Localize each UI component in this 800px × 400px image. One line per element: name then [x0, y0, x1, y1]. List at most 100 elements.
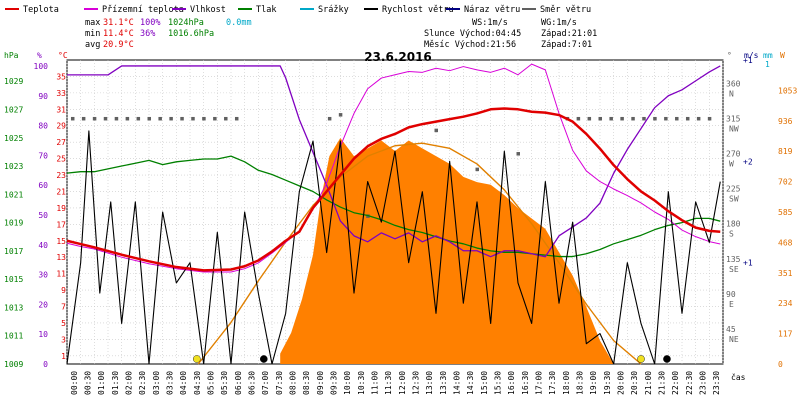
x-tick-label: 12:30	[412, 371, 421, 395]
wind-direction-point	[327, 116, 332, 121]
stats-avg-temp: 20.9°C	[103, 40, 134, 50]
wind-direction-point	[642, 116, 646, 121]
x-tick-label: 08:30	[302, 371, 311, 395]
x-tick-label: 01:00	[97, 371, 106, 395]
press-tick-label: 1015	[4, 275, 23, 284]
x-axis-label: čas	[731, 372, 746, 382]
wind-direction-point	[81, 116, 86, 121]
dir-unit: °	[727, 51, 732, 60]
x-tick-label: 13:00	[425, 371, 434, 395]
temp-tick-label: 19	[56, 204, 66, 213]
wind-direction-point	[434, 128, 438, 133]
hum-tick-label: 30	[38, 271, 48, 280]
x-tick-label: 15:00	[480, 371, 489, 395]
stats-min-temp: 11.4°C	[103, 29, 134, 39]
ground-temperature-line	[66, 63, 721, 273]
stats-max-temp: 31.1°C	[103, 18, 134, 28]
wind-tick-label: +2	[743, 157, 753, 166]
humidity-line	[67, 65, 721, 258]
hum-tick-label: 100	[34, 62, 49, 71]
temp-tick-label: 7	[61, 302, 66, 311]
stats-max-rain: 0.0mm	[226, 18, 252, 28]
info-ws: WS:1m/s	[472, 18, 508, 28]
legend-label: Přízemní teplota	[102, 5, 184, 15]
stats-min-hum: 36%	[140, 29, 155, 39]
press-tick-label: 1021	[4, 190, 23, 199]
wind-direction-point	[707, 116, 712, 121]
dir-tick-label: 90	[726, 290, 736, 299]
dir-tick-label: 270	[726, 150, 741, 159]
wind-direction-point	[136, 116, 141, 121]
rain-unit: mm	[763, 51, 773, 60]
x-tick-label: 05:30	[220, 371, 229, 395]
x-tick-label: 22:30	[685, 371, 694, 395]
dir-tick-label: 135	[726, 255, 741, 264]
hum-tick-label: 60	[38, 181, 48, 190]
chart-title: 23.6.2016	[364, 50, 432, 64]
x-tick-label: 00:30	[84, 371, 93, 395]
hum-tick-label: 20	[38, 300, 48, 309]
x-tick-label: 02:30	[138, 371, 147, 395]
temp-tick-label: 35	[56, 72, 66, 81]
press-tick-label: 1029	[4, 77, 23, 86]
x-tick-label: 10:30	[357, 371, 366, 395]
x-tick-label: 18:00	[562, 371, 571, 395]
wind-direction-point	[576, 116, 581, 121]
press-tick-label: 1023	[4, 162, 23, 171]
stats-block: max 31.1°C 100% 1024hPa 0.0mm min 11.4°C…	[85, 18, 252, 50]
sun-moon-marker	[259, 355, 268, 363]
sun-moon-marker	[193, 355, 201, 363]
temp-tick-label: 29	[56, 122, 66, 131]
temp-tick-label: 33	[56, 89, 66, 98]
wind-direction-point	[475, 167, 479, 172]
x-tick-label: 09:00	[316, 371, 325, 395]
x-tick-label: 05:00	[207, 371, 216, 395]
solar-tick-label: 585	[778, 208, 793, 217]
temp-tick-label: 11	[56, 270, 66, 279]
sun-moon-marker	[663, 355, 671, 363]
wind-direction-point	[653, 116, 657, 121]
wind-direction-point	[180, 116, 184, 121]
wind-direction-point	[234, 116, 239, 121]
dir-tick-compass: N	[729, 89, 734, 98]
hum-unit: %	[37, 51, 42, 60]
x-tick-label: 21:30	[658, 371, 667, 395]
temp-tick-label: 13	[56, 253, 66, 262]
solar-tick-label: 351	[778, 269, 793, 278]
wind-direction-point	[92, 116, 97, 121]
temp-tick-label: 23	[56, 171, 66, 180]
press-unit: hPa	[4, 51, 19, 60]
wind-direction-point	[103, 116, 108, 121]
wind-direction-point	[114, 116, 119, 121]
x-tick-label: 19:30	[603, 371, 612, 395]
wind-direction-point	[224, 116, 228, 121]
hum-tick-label: 10	[38, 330, 48, 339]
wind-tick-label: +1	[743, 259, 753, 268]
hum-tick-label: 50	[38, 211, 48, 220]
temp-unit: °C	[58, 51, 68, 60]
wind-direction-point	[70, 116, 75, 121]
dir-tick-label: 225	[726, 185, 741, 194]
stats-max-hum: 100%	[140, 18, 160, 28]
wind-direction-point	[696, 116, 701, 121]
wind-direction-point	[125, 116, 130, 121]
solar-tick-label: 117	[778, 330, 793, 339]
press-tick-label: 1017	[4, 247, 23, 256]
x-tick-label: 21:00	[644, 371, 653, 395]
temp-tick-label: 5	[61, 319, 66, 328]
x-tick-label: 04:00	[179, 371, 188, 395]
dir-tick-label: 180	[726, 220, 741, 229]
solar-tick-label: 702	[778, 178, 793, 187]
legend-label: Srážky	[318, 5, 349, 15]
wind-direction-point	[516, 152, 520, 156]
wind-direction-point	[685, 116, 690, 121]
x-tick-label: 16:00	[507, 371, 516, 395]
solar-unit: W	[780, 51, 785, 60]
wind-direction-point	[338, 113, 343, 117]
wind-direction-point	[587, 116, 592, 121]
press-tick-label: 1009	[4, 360, 23, 369]
tick-labels: 1029102710251023102110191017101510131011…	[4, 56, 797, 395]
dir-tick-label: 45	[726, 325, 736, 334]
series-layer	[66, 63, 721, 365]
x-tick-label: 23:30	[712, 371, 721, 395]
